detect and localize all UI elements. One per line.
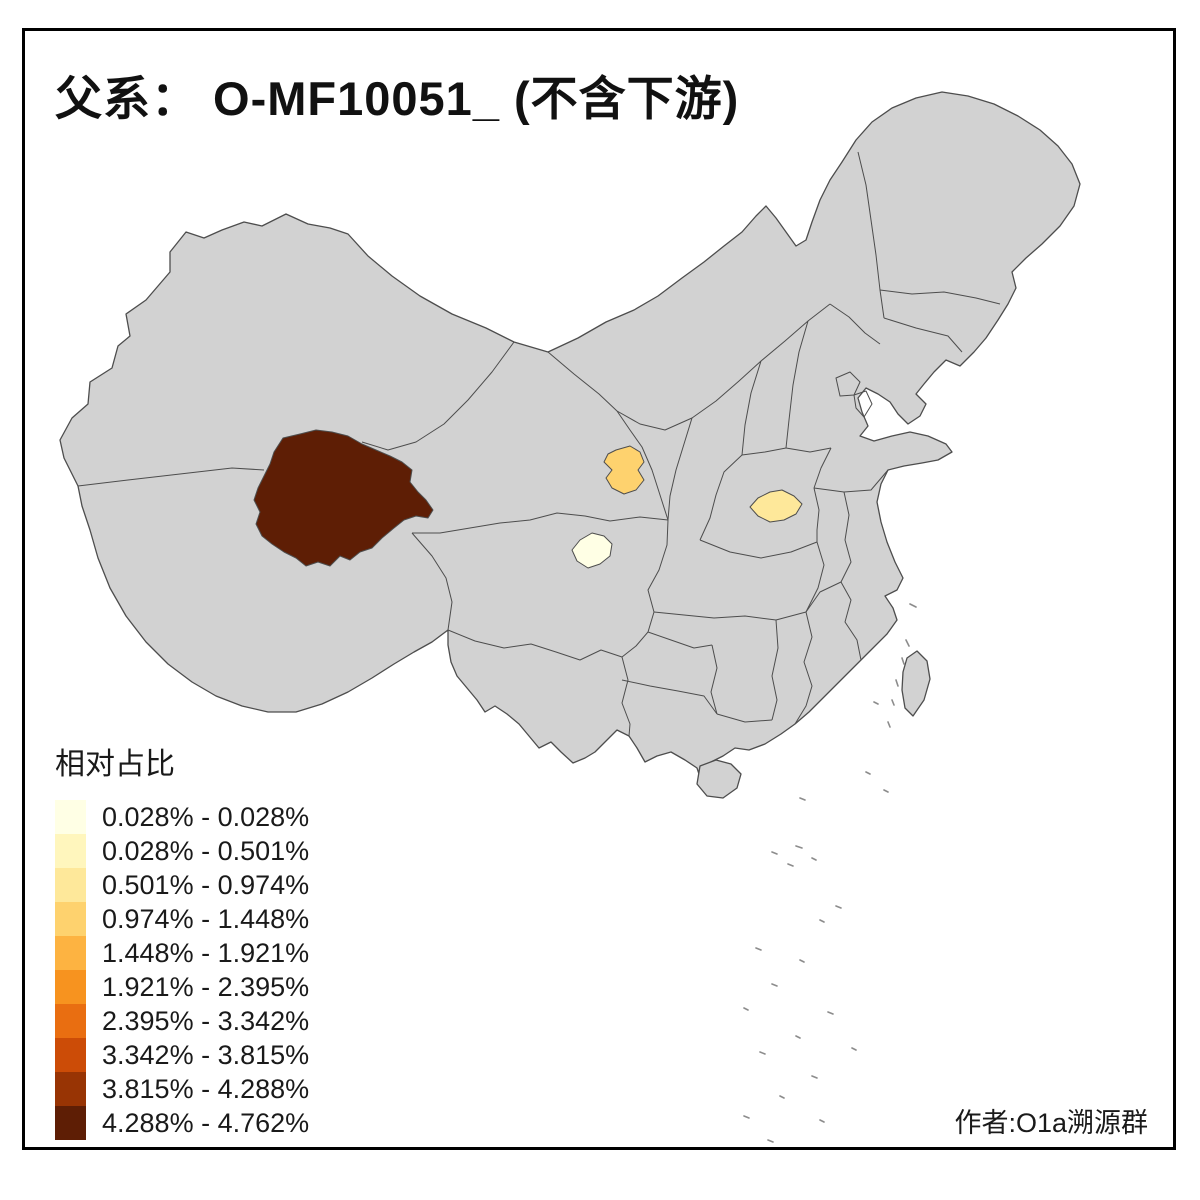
legend-item: 2.395% - 3.342%	[55, 1004, 309, 1038]
province-border-line	[829, 303, 881, 345]
legend-swatch	[55, 1072, 86, 1106]
province-border-line	[741, 447, 787, 456]
province-border-line	[883, 317, 963, 353]
legend-item: 1.448% - 1.921%	[55, 936, 309, 970]
province-border-line	[699, 539, 818, 559]
attribution-text: 作者:O1a溯源群	[954, 1108, 1148, 1138]
province-border-line	[647, 519, 669, 633]
province-border-line	[794, 611, 813, 725]
province-border-line	[621, 631, 649, 658]
legend-label: 0.028% - 0.028%	[102, 801, 310, 832]
province-border-line	[879, 289, 1001, 305]
province-border-line	[653, 611, 807, 621]
province-border-line	[710, 644, 718, 715]
province-border-line	[813, 469, 889, 493]
province-border-line	[741, 360, 762, 456]
province-border-line	[361, 341, 515, 451]
province-border-line	[805, 581, 842, 613]
legend-item: 0.028% - 0.501%	[55, 834, 309, 868]
country-shapes	[59, 91, 1081, 799]
province-border-line	[840, 491, 852, 583]
legend-label: 1.921% - 2.395%	[102, 971, 310, 1002]
province-border-line	[805, 541, 825, 613]
legend: 相对占比 0.028% - 0.028% 0.028% - 0.501% 0.5…	[55, 748, 309, 1140]
province-border-line	[785, 320, 809, 449]
hainan-island	[696, 759, 742, 799]
legend-label: 4.288% - 4.762%	[102, 1107, 310, 1138]
legend-item: 3.342% - 3.815%	[55, 1038, 309, 1072]
legend-swatch	[55, 970, 86, 1004]
legend-item: 3.815% - 4.288%	[55, 1072, 309, 1106]
province-border-line	[857, 151, 885, 319]
province-border-line	[771, 619, 779, 721]
legend-title: 相对占比	[55, 748, 175, 781]
province-borders	[77, 151, 1001, 737]
province-border-line	[412, 512, 669, 534]
province-border-line	[840, 581, 862, 661]
legend-swatch	[55, 1038, 86, 1072]
province-border-line	[411, 532, 453, 631]
province-border-line	[813, 487, 820, 542]
legend-label: 3.815% - 4.288%	[102, 1073, 310, 1104]
province-border-line	[785, 447, 832, 453]
region-henan-patch	[749, 489, 803, 523]
legend-swatch	[55, 936, 86, 970]
province-border-line	[716, 713, 773, 723]
page-title: 父系： O-MF10051_ (不含下游)	[55, 72, 740, 125]
legend-swatch	[55, 834, 86, 868]
legend-label: 0.501% - 0.974%	[102, 869, 310, 900]
province-border-line	[77, 467, 265, 487]
province-border-line	[647, 631, 713, 649]
legend-swatch	[55, 800, 86, 834]
region-ningxia	[603, 445, 645, 495]
legend-item: 0.028% - 0.028%	[55, 800, 309, 834]
province-border-line	[853, 390, 873, 418]
legend-label: 1.448% - 1.921%	[102, 937, 310, 968]
china-mainland	[59, 91, 1081, 787]
legend-swatch	[55, 1106, 86, 1140]
region-chengdu-patch	[571, 532, 613, 569]
province-border-line	[447, 629, 623, 661]
province-border-line	[699, 454, 743, 541]
highlighted-regions	[253, 429, 803, 569]
province-border-line	[813, 447, 832, 489]
legend-item: 0.974% - 1.448%	[55, 902, 309, 936]
legend-label: 3.342% - 3.815%	[102, 1039, 310, 1070]
island-marks	[743, 603, 917, 1143]
province-border-line	[621, 656, 631, 737]
province-border-line	[835, 371, 861, 397]
legend-label: 0.028% - 0.501%	[102, 835, 310, 866]
taiwan-island	[901, 650, 931, 717]
legend-item: 0.501% - 0.974%	[55, 868, 309, 902]
legend-swatch	[55, 868, 86, 902]
legend-item: 1.921% - 2.395%	[55, 970, 309, 1004]
province-border-line	[616, 410, 669, 521]
south-china-sea-islands	[743, 603, 917, 1143]
region-qinghai	[253, 429, 434, 567]
legend-item: 4.288% - 4.762%	[55, 1106, 309, 1140]
legend-swatch	[55, 902, 86, 936]
province-border-line	[621, 679, 718, 715]
province-border-line	[667, 417, 693, 521]
legend-swatch	[55, 1004, 86, 1038]
legend-label: 2.395% - 3.342%	[102, 1005, 310, 1036]
legend-label: 0.974% - 1.448%	[102, 903, 310, 934]
